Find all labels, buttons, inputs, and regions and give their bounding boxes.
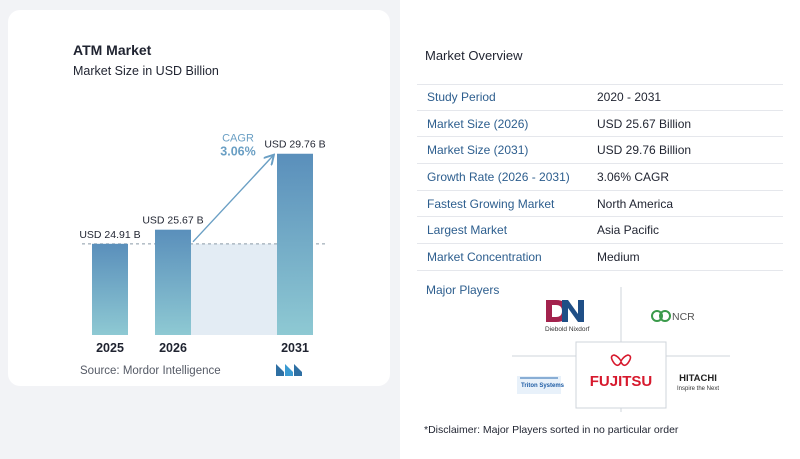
- table-row: Study Period 2020 - 2031: [417, 84, 783, 111]
- cagr-value: 3.06%: [220, 145, 255, 159]
- bar-2026: [155, 229, 191, 335]
- fujitsu-text: FUJITSU: [590, 373, 653, 390]
- row-label: Growth Rate (2026 - 2031): [427, 169, 570, 184]
- row-value: North America: [597, 196, 674, 211]
- x-tick-label: 2031: [281, 341, 309, 355]
- x-tick-label: 2025: [96, 341, 124, 355]
- row-value: 2020 - 2031: [597, 90, 662, 105]
- ncr-logo-icon: [651, 310, 671, 322]
- bar-chart: USD 24.91 B 2025 USD 25.67 B 2026 USD 29.76 …: [79, 133, 328, 355]
- overview-title: Market Overview: [425, 48, 523, 63]
- bar-2025: [92, 243, 128, 335]
- table-row: Market Size (2026) USD 25.67 Billion: [417, 111, 783, 138]
- triton-systems-logo-icon: [517, 376, 561, 394]
- overview-table: Study Period 2020 - 2031 Market Size (202…: [417, 84, 783, 271]
- growth-band: [191, 243, 277, 335]
- chart-title: ATM Market: [73, 42, 152, 58]
- row-label: Market Concentration: [427, 249, 542, 264]
- diebold-nixdorf-text: Diebold Nixdorf: [545, 326, 590, 333]
- row-label: Fastest Growing Market: [427, 196, 555, 211]
- row-value: Medium: [597, 249, 640, 264]
- row-value: USD 25.67 Billion: [597, 116, 692, 131]
- table-row: Growth Rate (2026 - 2031) 3.06% CAGR: [417, 164, 783, 191]
- hitachi-tagline: Inspire the Next: [677, 386, 719, 392]
- mordor-intelligence-logo-icon: [276, 364, 302, 376]
- x-tick-label: 2026: [159, 341, 187, 355]
- fujitsu-logo-box: [575, 341, 667, 409]
- major-players-title: Major Players: [426, 283, 500, 297]
- table-row: Fastest Growing Market North America: [417, 191, 783, 218]
- row-label: Largest Market: [427, 223, 508, 238]
- bar-value-label: USD 29.76 B: [264, 139, 325, 151]
- row-label: Market Size (2031): [427, 143, 529, 158]
- bar-value-label: USD 24.91 B: [79, 229, 140, 241]
- bar-2031: [277, 153, 313, 335]
- cagr-label: CAGR: [222, 133, 254, 145]
- row-label: Study Period: [427, 90, 496, 105]
- row-value: Asia Pacific: [597, 223, 660, 238]
- hitachi-text: HITACHI: [679, 373, 717, 384]
- diebold-nixdorf-logo-icon: [546, 300, 584, 322]
- triton-text: Triton Systems: [521, 383, 565, 389]
- chart-subtitle: Market Size in USD Billion: [73, 64, 219, 78]
- disclaimer-text: *Disclaimer: Major Players sorted in no …: [424, 424, 679, 436]
- row-value: 3.06% CAGR: [597, 169, 670, 184]
- ncr-text: NCR: [672, 311, 695, 323]
- fujitsu-infinity-icon: [610, 354, 632, 367]
- table-row: Market Concentration Medium: [417, 244, 783, 271]
- row-label: Market Size (2026): [427, 116, 529, 131]
- cagr-arrow: [192, 156, 273, 243]
- bar-value-label: USD 25.67 B: [142, 215, 203, 227]
- table-row: Market Size (2031) USD 29.76 Billion: [417, 137, 783, 165]
- row-value: USD 29.76 Billion: [597, 143, 692, 158]
- table-row: Largest Market Asia Pacific: [417, 217, 783, 245]
- source-text: Source: Mordor Intelligence: [80, 365, 221, 377]
